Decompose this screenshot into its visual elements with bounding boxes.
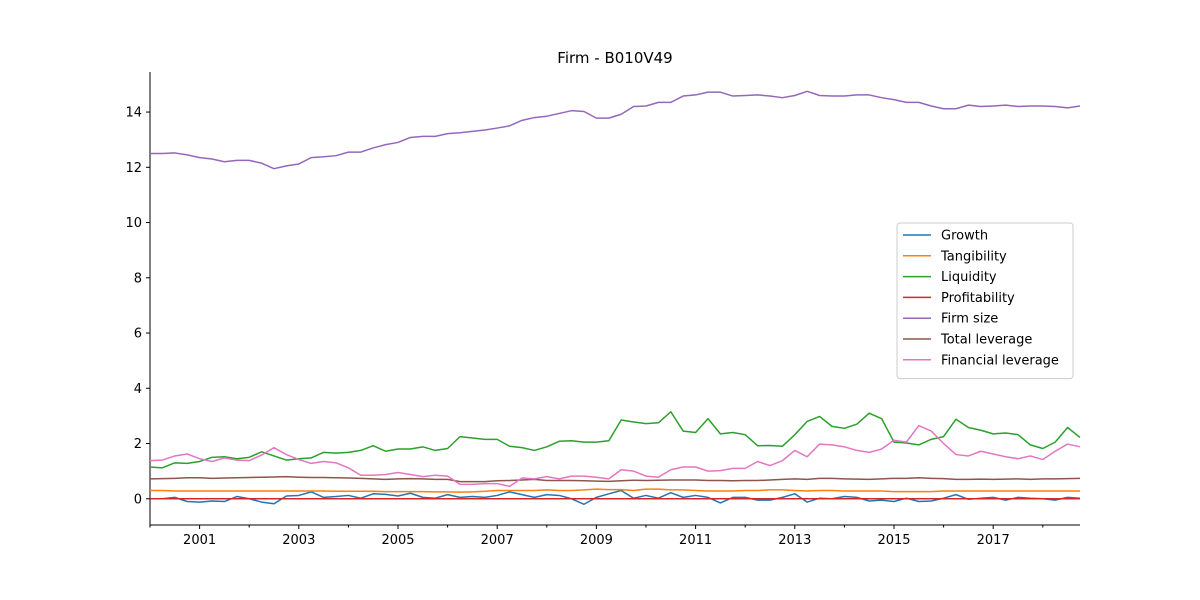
y-tick-label: 0	[134, 492, 142, 507]
series-line-growth	[150, 489, 1081, 506]
y-tick-label: 4	[134, 382, 142, 397]
legend: Growth Tangibility Liquidity Profitability F…	[896, 222, 1074, 380]
x-tick-label: 2005	[381, 533, 414, 548]
axes: 0 2 4 6 8 10 12 14 2001 2003 2005 2007 2009 2011 2013 2…	[125, 72, 1080, 548]
y-tick-label: 12	[125, 161, 142, 176]
series-line-financial-leverage	[149, 424, 1081, 488]
legend-entry-liquidity: Liquidity	[941, 270, 997, 285]
series-lines	[149, 90, 1081, 506]
legend-entry-growth: Growth	[941, 229, 988, 244]
y-tick-label: 2	[134, 437, 142, 452]
legend-entry-tangibility: Tangibility	[940, 249, 1007, 264]
x-tick-label: 2015	[877, 533, 910, 548]
y-tick-label: 14	[125, 106, 142, 121]
x-tick-label: 2007	[481, 533, 514, 548]
x-tick-label: 2013	[778, 533, 811, 548]
legend-box	[896, 222, 1074, 380]
series-line-firm-size	[150, 90, 1081, 170]
series-line-tangibility	[150, 488, 1080, 493]
x-tick-label: 2009	[580, 533, 613, 548]
x-tick-label: 2011	[679, 533, 712, 548]
series-line-total-leverage	[149, 475, 1081, 483]
series-line-liquidity	[149, 411, 1081, 469]
legend-entry-profitability: Profitability	[941, 291, 1015, 306]
x-tick-label: 2001	[183, 533, 216, 548]
x-tick-label: 2003	[282, 533, 315, 548]
legend-entry-financial-leverage: Financial leverage	[941, 353, 1059, 368]
x-tick-label: 2017	[977, 533, 1010, 548]
y-tick-label: 10	[125, 216, 142, 231]
legend-entry-firm-size: Firm size	[941, 312, 998, 327]
y-tick-label: 8	[134, 271, 142, 286]
chart-title: Firm - B010V49	[557, 49, 672, 67]
y-tick-label: 6	[134, 327, 142, 342]
legend-entry-total-leverage: Total leverage	[940, 333, 1032, 348]
